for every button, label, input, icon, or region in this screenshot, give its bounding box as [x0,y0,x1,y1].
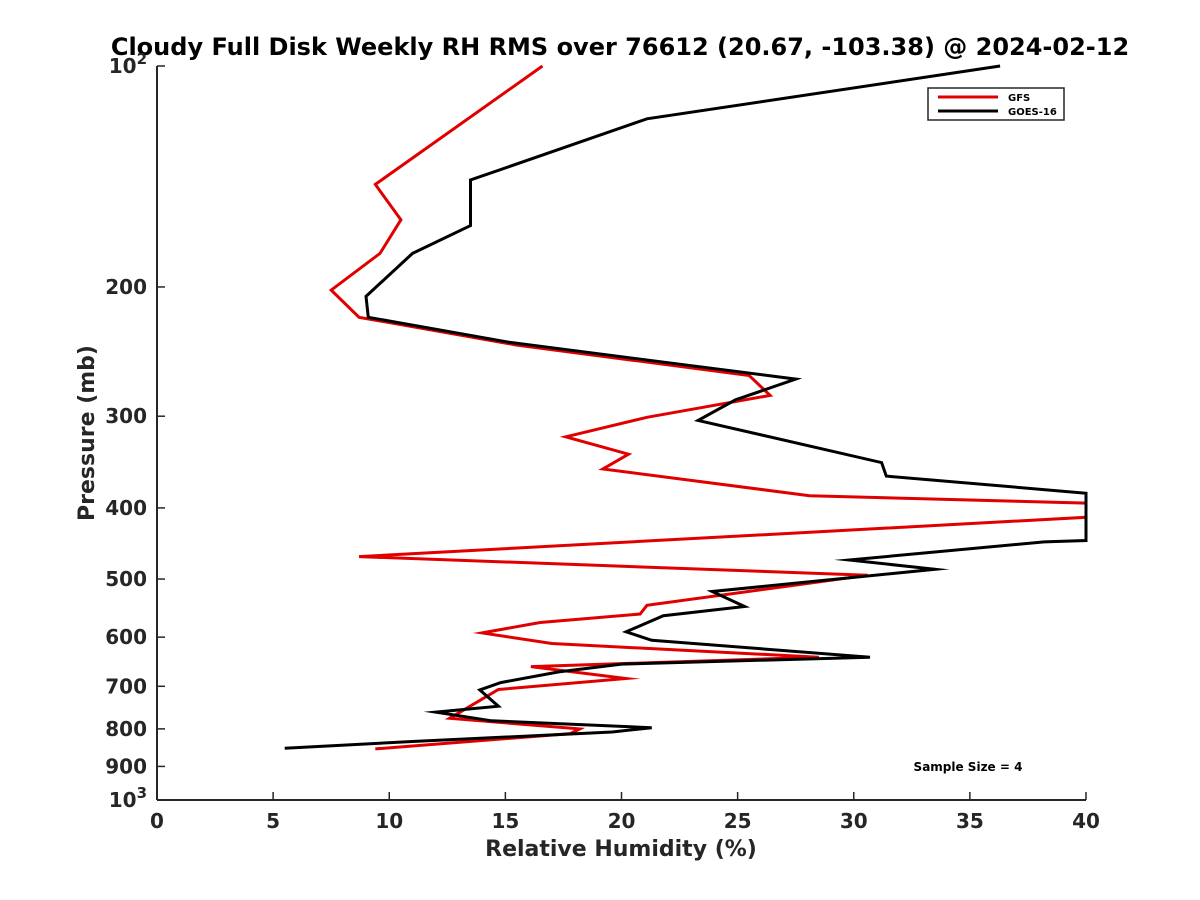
x-axis-label: Relative Humidity (%) [485,837,757,862]
x-tick-label: 35 [956,809,984,833]
sample-size-annotation: Sample Size = 4 [914,760,1023,774]
legend-box [927,87,1065,121]
y-tick-label: 900 [105,754,147,778]
x-tick-label: 5 [266,809,280,833]
series-line-goes-16 [284,64,1088,750]
y-tick-label: 500 [105,567,147,591]
y-tick-label: 800 [105,717,147,741]
x-tick-label: 0 [150,809,164,833]
y-tick-label: 103 [109,784,147,812]
axes-layer: 0 5 10 15 20 25 30 35 40 102 200 300 400 500 600 700 800… [105,50,1100,833]
y-axis-label: Pressure (mb) [75,345,100,521]
y-tick-label: 700 [105,674,147,698]
x-tick-label: 20 [608,809,636,833]
y-tick-label: 600 [105,625,147,649]
legend-label: GOES-16 [1008,107,1057,118]
x-tick-label: 15 [491,809,519,833]
y-tick-label: 400 [105,496,147,520]
y-tick-label: 102 [109,50,147,78]
x-tick-label: 25 [724,809,752,833]
x-tick-label: 10 [375,809,403,833]
legend: GFS GOES-16 [927,87,1065,121]
series-line-gfs [328,64,1088,751]
chart-title: Cloudy Full Disk Weekly RH RMS over 7661… [111,33,1129,61]
y-tick-label: 200 [105,275,147,299]
x-tick-label: 40 [1072,809,1100,833]
legend-label: GFS [1008,93,1030,104]
series-layer [284,64,1088,751]
y-tick-label: 300 [105,404,147,428]
x-tick-label: 30 [840,809,868,833]
